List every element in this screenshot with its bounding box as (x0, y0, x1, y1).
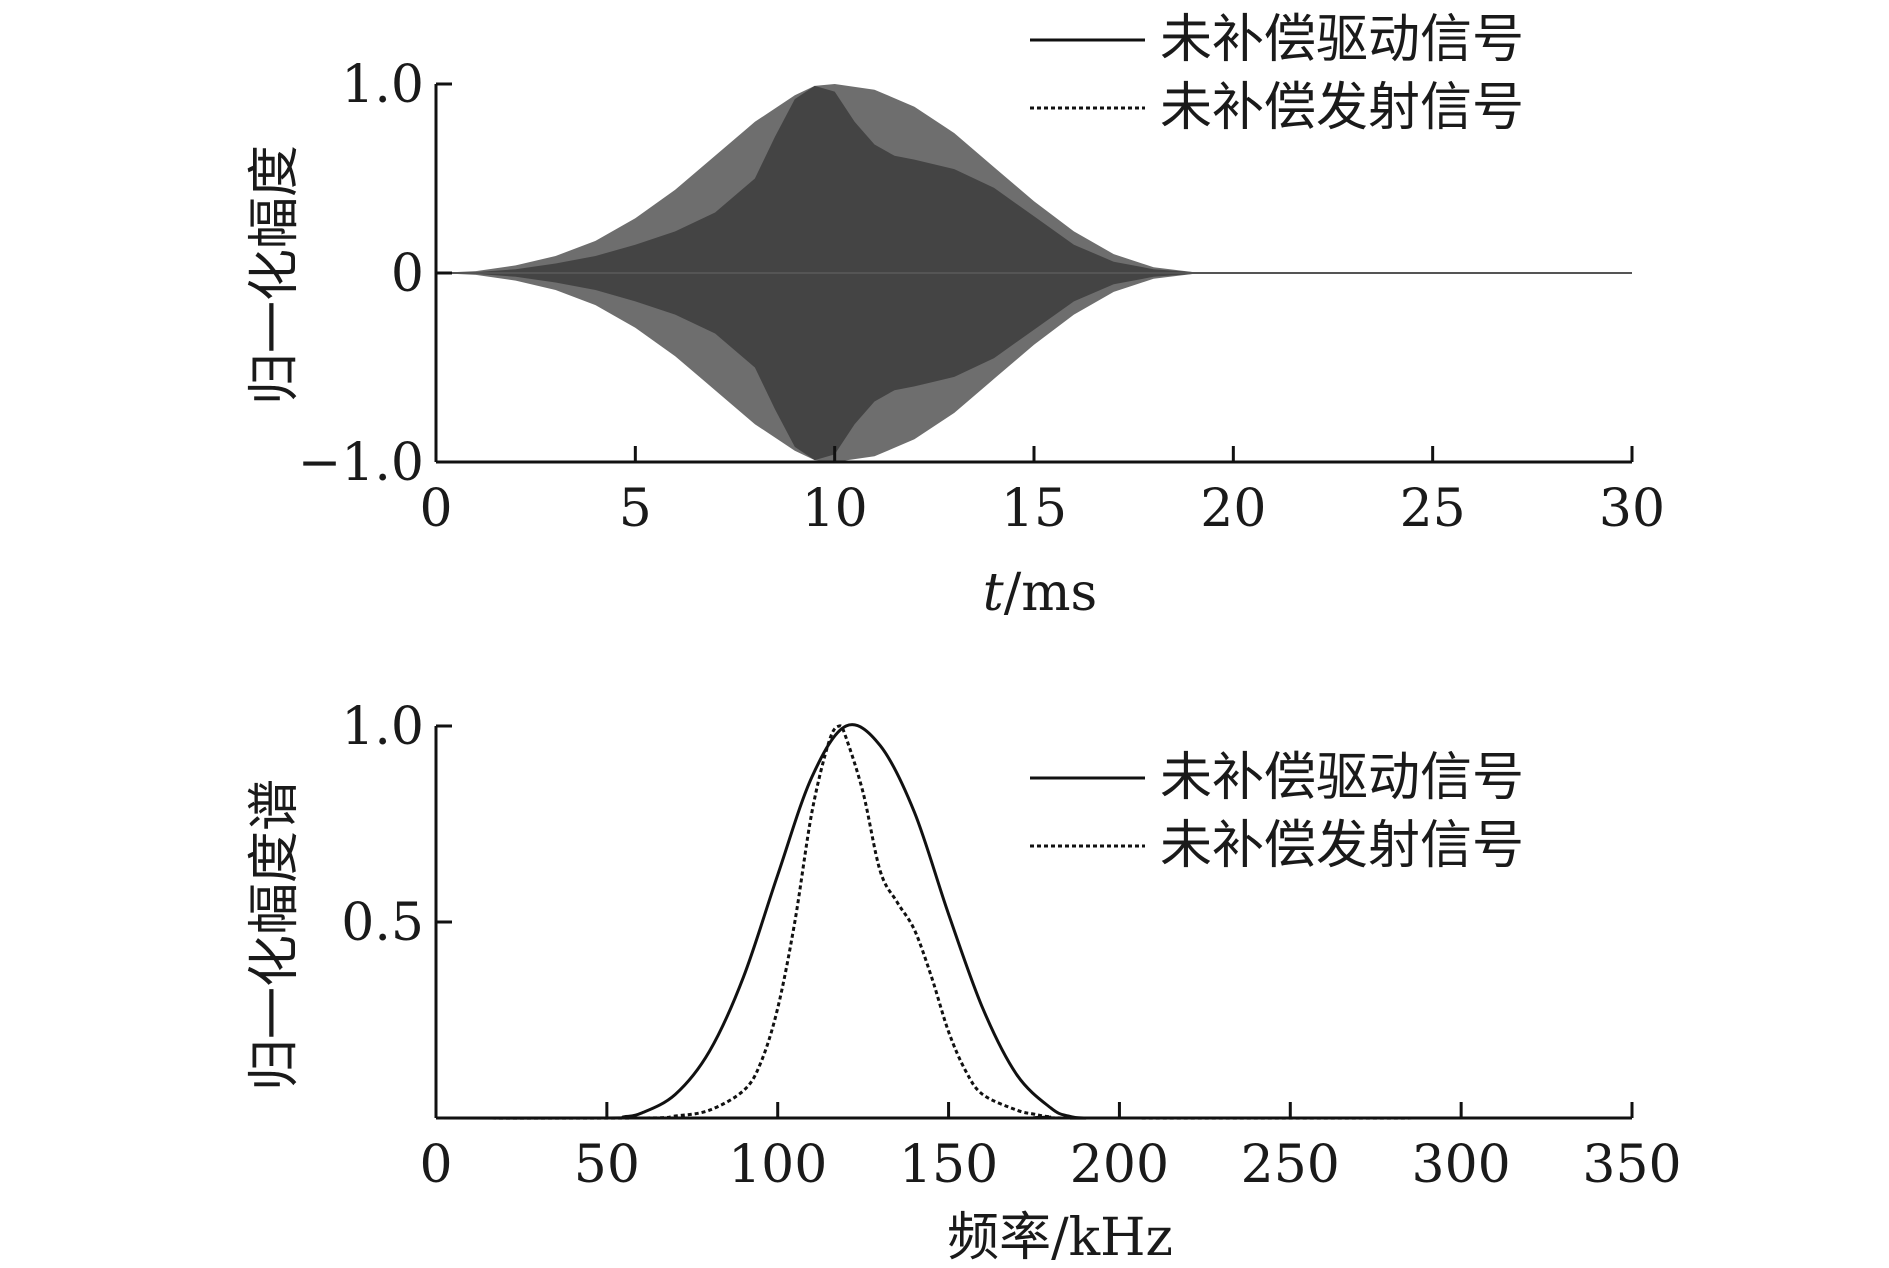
waveform-x-axis-label-italic: t (983, 563, 1004, 623)
spectrum-chart: 0 50 100 150 200 250 300 350 0.5 1.0 频率/kHz 归一化幅… (245, 697, 1682, 1268)
c2-x-tick-label: 250 (1241, 1135, 1340, 1195)
c2-x-tick-label: 150 (899, 1135, 998, 1195)
c2-x-tick-label: 200 (1070, 1135, 1169, 1195)
waveform-legend-label-transmit: 未补偿发射信号 (1160, 78, 1524, 138)
c1-x-tick-label: 0 (419, 479, 452, 539)
spectrum-y-ticks: 0.5 1.0 (341, 697, 452, 953)
spectrum-legend-label-drive: 未补偿驱动信号 (1160, 748, 1524, 808)
waveform-x-axis-label: t/ms (983, 563, 1097, 623)
c2-y-tick-label: 1.0 (341, 697, 424, 757)
c1-y-tick-label: 0 (391, 244, 424, 304)
waveform-plot-area (436, 84, 1632, 462)
c1-x-tick-label: 20 (1200, 479, 1266, 539)
c1-y-tick-label: −1.0 (298, 433, 424, 493)
spectrum-y-axis-label: 归一化幅度谱 (245, 779, 305, 1091)
c2-y-tick-label: 0.5 (341, 893, 424, 953)
spectrum-transmit-signal-line (435, 724, 1633, 1120)
c1-x-tick-label: 15 (1001, 479, 1067, 539)
spectrum-legend: 未补偿驱动信号 未补偿发射信号 (1030, 748, 1524, 876)
c1-x-tick-label: 10 (802, 479, 868, 539)
waveform-y-axis-label: 归一化幅度 (245, 145, 305, 405)
waveform-y-ticks: −1.0 0 1.0 (298, 55, 452, 493)
spectrum-legend-label-transmit: 未补偿发射信号 (1160, 816, 1524, 876)
waveform-x-ticks: 0 5 10 15 20 25 30 (419, 446, 1665, 539)
c2-x-tick-label: 100 (728, 1135, 827, 1195)
c1-x-tick-label: 25 (1400, 479, 1466, 539)
spectrum-x-ticks: 0 50 100 150 200 250 300 350 (419, 1102, 1682, 1195)
spectrum-x-axis-label: 频率/kHz (947, 1208, 1173, 1268)
c2-x-tick-label: 50 (574, 1135, 640, 1195)
waveform-chart: 0 5 10 15 20 25 30 −1.001.0 t/ms 归一化幅度 未补偿驱动信号… (245, 10, 1665, 623)
c1-x-tick-label: 5 (619, 479, 652, 539)
c1-x-tick-label: 30 (1599, 479, 1665, 539)
waveform-x-axis-label-unit: /ms (1004, 563, 1098, 623)
waveform-legend: 未补偿驱动信号 未补偿发射信号 (1030, 10, 1524, 138)
c1-y-tick-label: 1.0 (341, 55, 424, 115)
c2-x-tick-label: 300 (1412, 1135, 1511, 1195)
c2-x-tick-label: 350 (1582, 1135, 1681, 1195)
waveform-legend-label-drive: 未补偿驱动信号 (1160, 10, 1524, 70)
c2-x-tick-label: 0 (419, 1135, 452, 1195)
